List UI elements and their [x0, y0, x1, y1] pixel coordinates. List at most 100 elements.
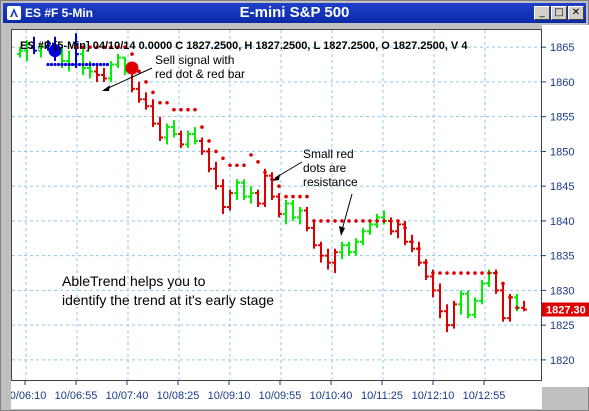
resistance-dot — [193, 107, 197, 112]
ohlc-bar — [171, 120, 177, 138]
title-bar[interactable]: ES #F 5-Min E-mini S&P 500 _ □ ✕ — [3, 3, 586, 23]
sell-signal-annotation: Sell signal with red dot & red bar — [102, 53, 245, 91]
resistance-dot — [473, 271, 477, 275]
abletrend-line-2: identify the trend at it's early stage — [62, 292, 274, 308]
ohlc-bar — [31, 36, 37, 55]
resistance-dot — [347, 219, 351, 223]
ohlc-bar — [318, 241, 324, 263]
ohlc-bar — [367, 220, 373, 235]
support-dot — [98, 62, 103, 67]
ohlc-bars — [17, 33, 527, 333]
support-dot — [88, 62, 92, 67]
price-tick-label: 1865 — [550, 42, 574, 54]
resistance-dot — [186, 107, 190, 112]
resistance-dot — [235, 163, 239, 168]
ohlc-bar — [143, 92, 149, 110]
ohlc-bar — [164, 123, 170, 145]
maximize-button[interactable]: □ — [551, 6, 567, 20]
support-dot — [49, 62, 54, 67]
ohlc-bar — [339, 241, 345, 260]
ohlc-bar — [38, 43, 44, 58]
resistance-dot — [501, 281, 505, 286]
price-tick-label: 1840 — [550, 216, 574, 228]
time-tick-label: 10/10:40 — [310, 390, 353, 402]
resistance-dot — [494, 271, 498, 275]
ohlc-bar — [115, 54, 121, 68]
sell-signal-arrow — [103, 67, 153, 91]
stop-dots — [46, 44, 519, 310]
support-dot — [70, 62, 75, 67]
time-tick-label: 10/12:55 — [463, 390, 506, 402]
resistance-dot — [256, 160, 260, 164]
resistance-dot — [403, 226, 407, 230]
resistance-arrow-2 — [341, 193, 353, 231]
minimize-button[interactable]: _ — [534, 6, 550, 20]
abletrend-line-1: AbleTrend helps you to — [62, 273, 206, 289]
support-dot — [102, 62, 106, 67]
resistance-annotation: Small red dots are resistance — [272, 147, 358, 236]
resistance-dot — [130, 52, 134, 56]
ohlc-bar — [213, 161, 219, 190]
ohlc-bar — [178, 130, 184, 148]
minimize-icon: _ — [539, 7, 545, 18]
ohlc-bar — [101, 68, 107, 82]
ohlc-bar — [360, 227, 366, 246]
ohlc-bar — [248, 186, 254, 204]
plot-area[interactable]: ES #F [5-Min] 04/10/14 0.0000 C 1827.250… — [11, 29, 542, 381]
price-tick-label: 1835 — [550, 251, 574, 263]
support-dot — [63, 62, 68, 67]
ohlc-bar — [108, 61, 114, 82]
ohlc-bar — [290, 200, 296, 221]
resistance-dot — [319, 219, 323, 223]
price-tick-label: 1845 — [550, 181, 574, 193]
price-tick-label: 1820 — [550, 355, 574, 367]
time-axis[interactable]: 10/06:10 10/06:55 10/07:40 10/08:25 10/09:10… — [11, 381, 542, 409]
ohlc-bar — [283, 200, 289, 225]
time-tick-label: 10/09:10 — [208, 390, 251, 402]
resistance-dot — [102, 45, 106, 49]
ohlc-bar — [136, 81, 142, 103]
price-chart: ES #F [5-Min] 04/10/14 0.0000 C 1827.250… — [12, 30, 541, 380]
resistance-dot — [459, 271, 463, 275]
resistance-dot — [249, 153, 253, 157]
ohlc-bar — [416, 241, 422, 267]
resistance-dot — [214, 149, 218, 154]
resistance-dot — [375, 219, 379, 223]
resistance-dot — [312, 219, 316, 223]
resistance-dot — [515, 305, 519, 310]
resistance-dot — [74, 45, 78, 49]
resistance-dot — [326, 219, 330, 223]
ohlc-bar — [241, 179, 247, 201]
ohlc-bar — [94, 64, 100, 82]
resistance-dot — [165, 100, 169, 105]
resistance-dot — [480, 271, 484, 275]
price-axis-svg: 1825183018351840184518501855186018651870… — [542, 42, 589, 367]
resistance-dot — [340, 219, 344, 223]
ohlc-bar — [395, 220, 401, 239]
support-dot — [67, 62, 71, 67]
ohlc-bar — [276, 193, 282, 218]
price-tick-label: 1825 — [550, 320, 574, 332]
ohlc-bar — [192, 127, 198, 145]
sell-signal-dot — [125, 61, 139, 75]
time-tick-label: 10/08:25 — [157, 390, 200, 402]
ohlc-bar — [80, 47, 86, 75]
resistance-dot — [263, 170, 267, 175]
app-icon — [7, 6, 21, 20]
resistance-dot — [410, 239, 414, 244]
resistance-dot — [382, 219, 386, 223]
time-tick-label: 10/06:10 — [11, 390, 46, 402]
resistance-dot — [438, 271, 442, 275]
ohlc-bar — [45, 40, 51, 51]
buy-signal-dot — [48, 44, 62, 58]
support-dot — [56, 62, 61, 67]
ohlc-bar — [255, 189, 261, 207]
support-dot — [46, 62, 50, 67]
resistance-line-2: dots are — [303, 161, 347, 175]
ohlc-bar — [451, 300, 457, 329]
price-axis[interactable]: 1825183018351840184518501855186018651870… — [542, 25, 589, 387]
resistance-dot — [305, 194, 309, 199]
close-button[interactable]: ✕ — [568, 6, 584, 20]
resistance-dot — [487, 271, 491, 275]
chart-header: ES #F [5-Min] 04/10/14 0.0000 C 1827.250… — [20, 40, 468, 52]
